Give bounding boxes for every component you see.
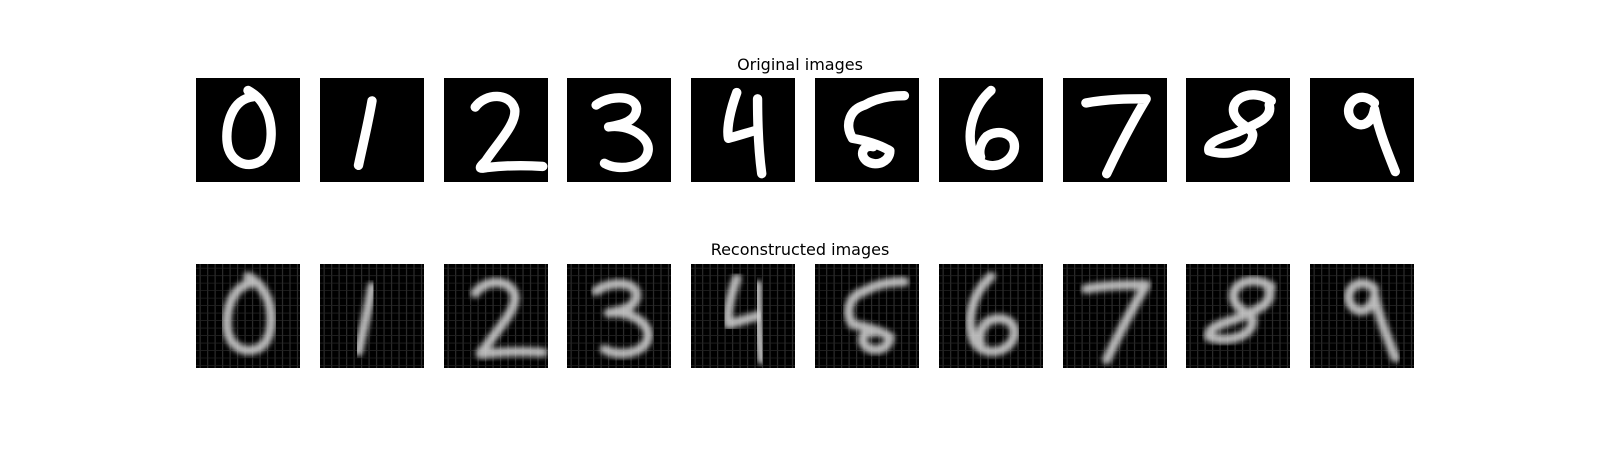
reconstructed-digit-6-image <box>938 264 1043 368</box>
digit-2-stroke-0 <box>470 91 548 173</box>
digit-0-graphic <box>196 264 300 368</box>
reconstructed-digit-3-image <box>567 264 672 368</box>
digit-5-graphic <box>844 91 910 169</box>
reconstructed-digit-8-image <box>1186 264 1291 368</box>
original-digit-4-image <box>691 78 796 182</box>
digit-4-stroke-1 <box>753 280 767 365</box>
digit-1-stroke-0 <box>353 282 377 357</box>
reconstructed-images-title: Reconstructed images <box>710 240 890 259</box>
digit-9-stroke-0 <box>1344 278 1401 363</box>
original-digit-9-image <box>1310 78 1415 182</box>
digit-7-stroke-0 <box>1080 94 1151 179</box>
digit-4-stroke-0 <box>723 273 763 329</box>
digit-4-graphic <box>723 87 767 179</box>
reconstructed-digit-5-image <box>815 264 919 368</box>
original-digit-7-image <box>1062 78 1167 182</box>
digit-2-graphic <box>470 91 548 173</box>
digit-8-graphic <box>1186 264 1291 368</box>
digit-2-stroke-0 <box>470 277 548 359</box>
reconstruction-noise-texture <box>319 264 424 368</box>
digit-1-graphic <box>319 264 424 368</box>
digit-5-graphic <box>815 264 919 368</box>
original-digit-3-image <box>567 78 672 182</box>
digit-8-stroke-0 <box>1204 276 1277 344</box>
reconstructed-digit-1-image <box>319 264 424 368</box>
digit-7-graphic <box>1062 264 1167 368</box>
reconstructed-digit-4-image <box>691 264 796 368</box>
reconstructed-digit-2-image <box>443 264 548 368</box>
digit-9-graphic <box>1344 92 1401 177</box>
original-digit-8-image <box>1186 78 1291 182</box>
digit-6-stroke-0 <box>965 85 1019 171</box>
digit-3-stroke-0 <box>591 279 654 359</box>
original-digit-0-image <box>196 78 300 182</box>
digit-4-graphic <box>691 264 796 368</box>
digit-7-stroke-0 <box>1080 280 1151 365</box>
digit-7-graphic <box>1080 94 1151 179</box>
digit-2-graphic <box>443 264 548 368</box>
reconstructed-digit-7-image <box>1062 264 1167 368</box>
original-digit-5-image <box>815 78 919 182</box>
digit-3-stroke-0 <box>591 93 654 173</box>
reconstruction-noise-texture <box>1310 264 1415 368</box>
digit-5-stroke-0 <box>844 91 910 169</box>
digit-4-stroke-1 <box>753 94 767 179</box>
digit-0-stroke-0 <box>222 271 276 356</box>
original-digit-6-image <box>938 78 1043 182</box>
digit-6-graphic <box>965 85 1019 171</box>
digit-5-stroke-0 <box>844 277 910 355</box>
digit-6-stroke-0 <box>965 271 1019 357</box>
reconstruction-noise-texture <box>1062 264 1167 368</box>
digit-0-stroke-0 <box>222 85 276 170</box>
digit-9-stroke-0 <box>1344 92 1401 177</box>
digit-9-graphic <box>1310 264 1415 368</box>
digit-4-stroke-0 <box>723 87 763 143</box>
original-digit-2-image <box>443 78 548 182</box>
digit-6-graphic <box>938 264 1043 368</box>
digit-3-graphic <box>567 264 672 368</box>
digit-8-stroke-0 <box>1204 90 1277 158</box>
digit-1-stroke-0 <box>353 96 377 171</box>
reconstructed-digit-9-image <box>1310 264 1415 368</box>
digit-0-graphic <box>222 85 276 170</box>
original-images-title: Original images <box>737 55 863 74</box>
digit-8-graphic <box>1204 90 1277 158</box>
original-digit-1-image <box>319 78 424 182</box>
digit-1-graphic <box>353 96 377 171</box>
reconstructed-digit-0-image <box>196 264 300 368</box>
digit-3-graphic <box>591 93 654 173</box>
